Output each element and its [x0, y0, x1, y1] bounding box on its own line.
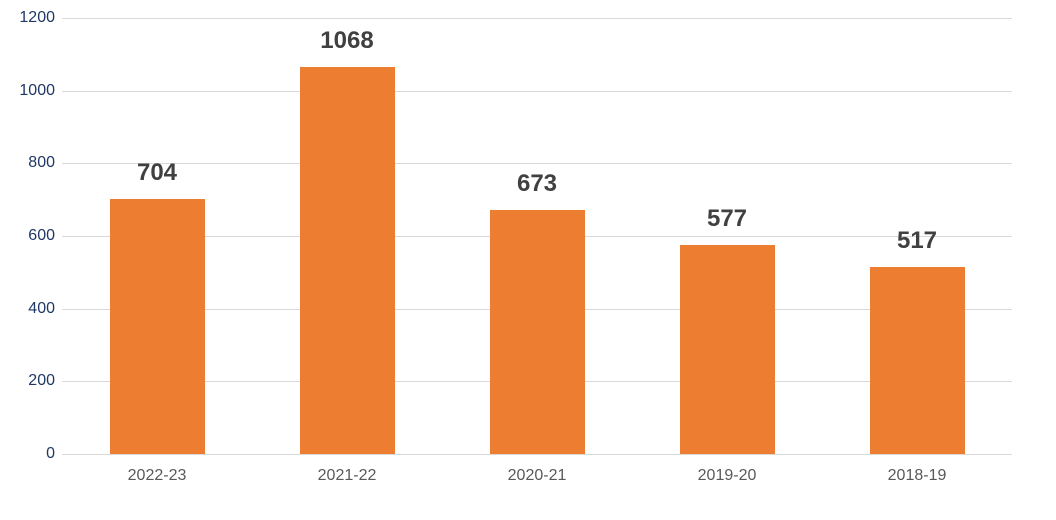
data-label: 704: [136, 159, 178, 187]
x-axis-category-label: 2022-23: [127, 467, 187, 484]
data-label: 577: [706, 205, 748, 233]
x-axis-category-label: 2019-20: [697, 467, 757, 484]
x-axis-category-label: 2018-19: [887, 467, 947, 484]
gridline: [62, 18, 1012, 19]
y-axis-tick-label: 800: [28, 154, 55, 172]
y-axis-tick-label: 1000: [19, 81, 55, 99]
y-axis-tick-label: 1200: [19, 9, 55, 26]
x-axis-line: [62, 454, 1012, 455]
data-label: 517: [896, 227, 938, 255]
bar: [299, 66, 395, 454]
bar: [109, 199, 205, 454]
y-axis-tick-label: 0: [46, 445, 55, 462]
bar: [489, 210, 585, 454]
y-axis-tick-label: 400: [28, 299, 55, 317]
y-axis-tick-label: 600: [28, 227, 55, 244]
gridline: [62, 90, 1012, 92]
gridline: [62, 163, 1012, 165]
data-label: 1068: [320, 26, 374, 54]
bar: [869, 267, 965, 454]
x-axis-category-label: 2021-22: [317, 467, 377, 484]
bar: [679, 245, 775, 454]
x-axis-category-label: 2020-21: [507, 467, 567, 484]
data-label: 673: [516, 170, 558, 198]
y-axis-tick-label: 200: [28, 372, 55, 390]
